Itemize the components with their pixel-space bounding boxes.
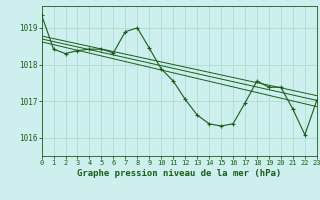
X-axis label: Graphe pression niveau de la mer (hPa): Graphe pression niveau de la mer (hPa) [77, 169, 281, 178]
